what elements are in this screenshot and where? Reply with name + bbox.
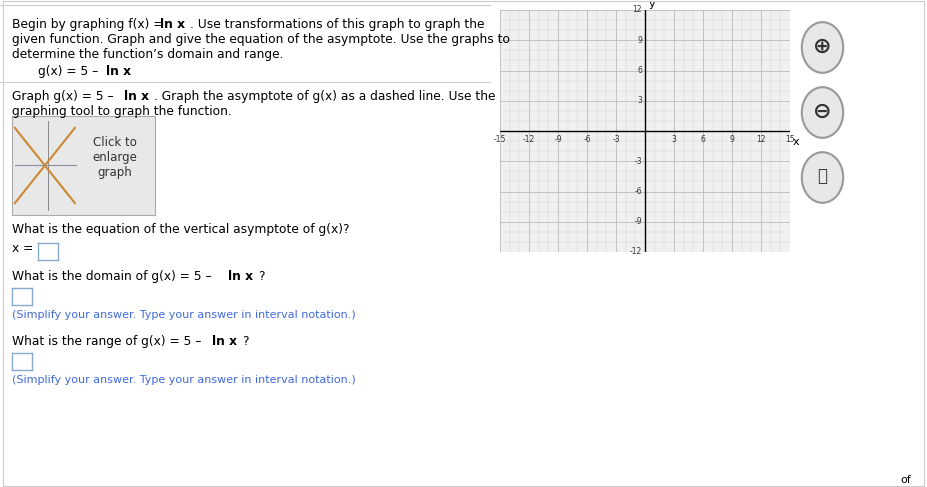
Text: 6: 6	[637, 66, 642, 75]
Text: -6: -6	[583, 135, 590, 144]
Text: 12: 12	[756, 135, 766, 144]
Text: -12: -12	[629, 247, 642, 257]
Text: What is the range of g(x) = 5 –: What is the range of g(x) = 5 –	[12, 335, 205, 348]
Text: determine the function’s domain and range.: determine the function’s domain and rang…	[12, 48, 284, 61]
Text: Graph g(x) = 5 –: Graph g(x) = 5 –	[12, 90, 118, 103]
Text: Begin by graphing f(x) =: Begin by graphing f(x) =	[12, 18, 167, 31]
Text: -12: -12	[523, 135, 535, 144]
Text: (Simplify your answer. Type your answer in interval notation.): (Simplify your answer. Type your answer …	[12, 375, 356, 385]
Text: given function. Graph and give the equation of the asymptote. Use the graphs to: given function. Graph and give the equat…	[12, 33, 510, 46]
Text: ⧉: ⧉	[818, 168, 828, 186]
Text: -6: -6	[634, 187, 642, 196]
Text: ln x: ln x	[228, 270, 253, 283]
Text: x =: x =	[12, 242, 37, 255]
Text: ?: ?	[242, 335, 248, 348]
Text: ln x: ln x	[106, 65, 131, 78]
Text: ln x: ln x	[160, 18, 185, 31]
Circle shape	[802, 22, 844, 73]
Circle shape	[802, 87, 844, 138]
Text: -3: -3	[634, 157, 642, 166]
Text: -9: -9	[554, 135, 562, 144]
Text: 15: 15	[785, 135, 794, 144]
Text: ⊖: ⊖	[813, 101, 832, 121]
Circle shape	[802, 152, 844, 203]
Text: ln x: ln x	[124, 90, 149, 103]
Text: 9: 9	[637, 36, 642, 45]
Text: -9: -9	[634, 217, 642, 226]
Text: . Use transformations of this graph to graph the: . Use transformations of this graph to g…	[190, 18, 485, 31]
Text: -15: -15	[494, 135, 506, 144]
Text: y: y	[649, 0, 655, 9]
Text: Click to
enlarge
graph: Click to enlarge graph	[93, 136, 137, 179]
Text: of: of	[900, 475, 910, 485]
Text: What is the equation of the vertical asymptote of g(x)?: What is the equation of the vertical asy…	[12, 223, 349, 236]
Text: What is the domain of g(x) = 5 –: What is the domain of g(x) = 5 –	[12, 270, 215, 283]
Text: 3: 3	[637, 96, 642, 105]
Text: 12: 12	[632, 5, 642, 15]
Text: 6: 6	[701, 135, 705, 144]
Text: ?: ?	[258, 270, 264, 283]
Text: 9: 9	[730, 135, 734, 144]
Text: graphing tool to graph the function.: graphing tool to graph the function.	[12, 105, 232, 118]
Text: -3: -3	[612, 135, 620, 144]
Text: . Graph the asymptote of g(x) as a dashed line. Use the: . Graph the asymptote of g(x) as a dashe…	[154, 90, 496, 103]
Text: x: x	[793, 137, 799, 147]
Text: g(x) = 5 –: g(x) = 5 –	[38, 65, 102, 78]
Text: (Simplify your answer. Type your answer in interval notation.): (Simplify your answer. Type your answer …	[12, 310, 356, 320]
Text: ⊕: ⊕	[813, 37, 832, 56]
Text: 3: 3	[671, 135, 677, 144]
Text: ln x: ln x	[212, 335, 237, 348]
